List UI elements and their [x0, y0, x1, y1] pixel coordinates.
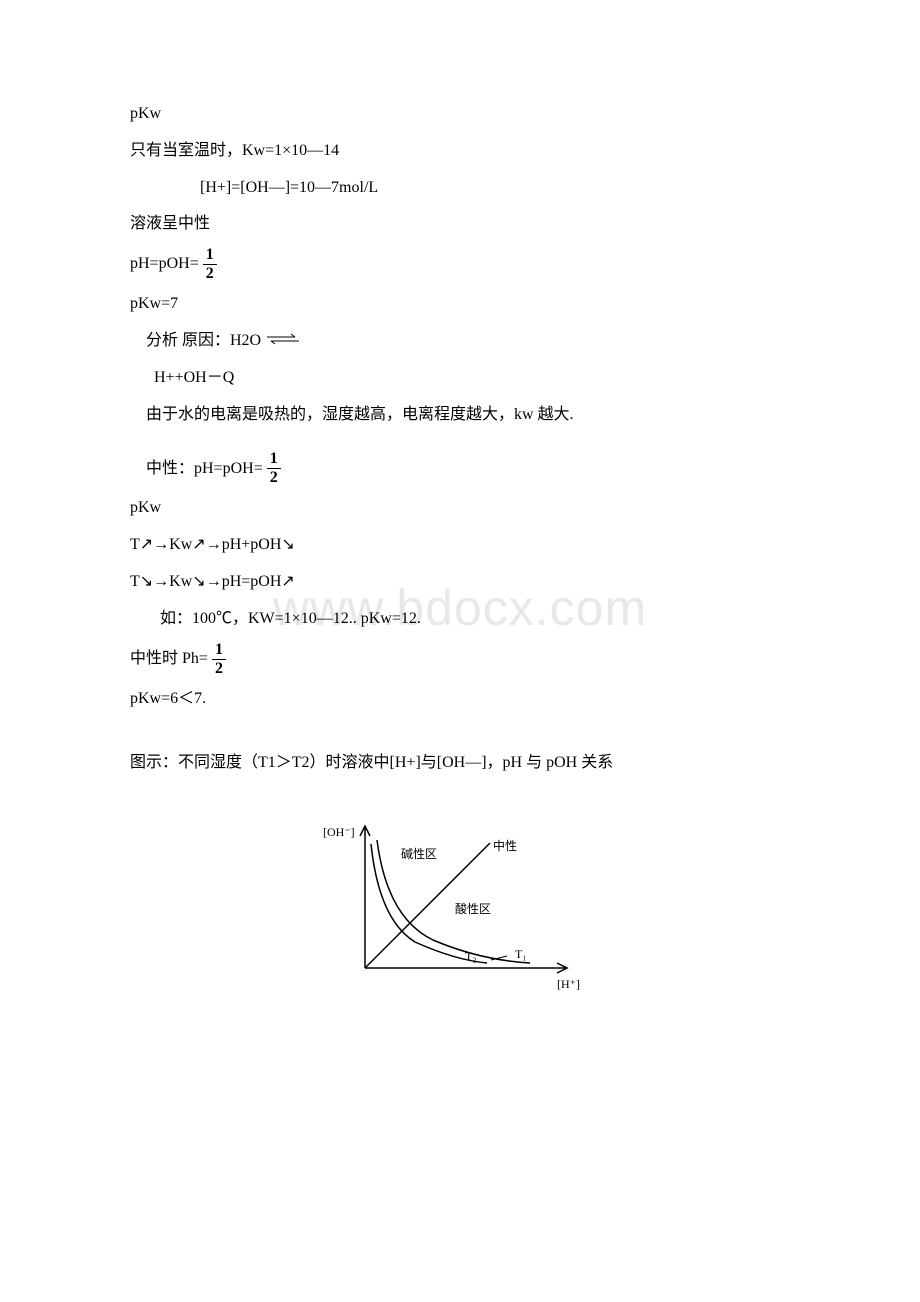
alkaline-region-label: 碱性区: [401, 847, 437, 861]
text-line: pKw: [130, 494, 790, 523]
chart-svg: [OH⁻] [H⁺] 碱性区 中性 酸性区 T₂ T₁: [315, 808, 605, 1008]
fraction: 1 2: [212, 642, 226, 677]
fraction-denominator: 2: [212, 660, 226, 677]
fraction: 1 2: [267, 451, 281, 486]
t2-label: T₂: [465, 949, 477, 963]
equation-text: 中性：pH=pOH=: [146, 455, 263, 484]
fraction-numerator: 1: [203, 247, 217, 265]
text-line: H++OH－Q: [130, 364, 790, 393]
y-axis-label: [OH⁻]: [323, 825, 355, 839]
fraction-denominator: 2: [203, 265, 217, 282]
t1-label: T₁: [515, 947, 527, 961]
equation-line: pH=pOH= 1 2: [130, 247, 790, 282]
text-line: 由于水的电离是吸热的，湿度越高，电离程度越大，kw 越大.: [130, 401, 790, 430]
text-line: T↗→Kw↗→pH+pOH↘: [130, 531, 790, 560]
x-axis-label: [H⁺]: [557, 977, 580, 991]
text-line: 溶液呈中性: [130, 210, 790, 239]
text-line: 只有当室温时，Kw=1×10—14: [130, 137, 790, 166]
acid-region-label: 酸性区: [455, 901, 491, 916]
equation-line: 中性：pH=pOH= 1 2: [130, 451, 790, 486]
fraction-numerator: 1: [267, 451, 281, 469]
fraction: 1 2: [203, 247, 217, 282]
text-line: pKw: [130, 100, 790, 129]
fraction-denominator: 2: [267, 469, 281, 486]
equation-line: 中性时 Ph= 1 2: [130, 642, 790, 677]
neutral-line-label: 中性: [493, 838, 517, 853]
text-line: pKw=6＜7.: [130, 685, 790, 714]
text-line: 图示：不同湿度（T1＞T2）时溶液中[H+]与[OH—]，pH 与 pOH 关系: [130, 749, 790, 778]
concentration-diagram: [OH⁻] [H⁺] 碱性区 中性 酸性区 T₂ T₁: [130, 808, 790, 1008]
text-line: pKw=7: [130, 290, 790, 319]
text-line: T↘→Kw↘→pH=pOH↗: [130, 568, 790, 597]
equilibrium-icon: [265, 327, 301, 356]
document-body: pKw 只有当室温时，Kw=1×10—14 [H+]=[OH—]=10—7mol…: [130, 100, 790, 1008]
equation-text: 中性时 Ph=: [130, 645, 208, 674]
text-line: 分析 原因：H2O: [130, 327, 790, 356]
text-line: [H+]=[OH—]=10—7mol/L: [130, 174, 790, 203]
fraction-numerator: 1: [212, 642, 226, 660]
equation-text: pH=pOH=: [130, 250, 199, 279]
text-line: 如：100℃，KW=1×10—12.. pKw=12.: [130, 605, 790, 634]
